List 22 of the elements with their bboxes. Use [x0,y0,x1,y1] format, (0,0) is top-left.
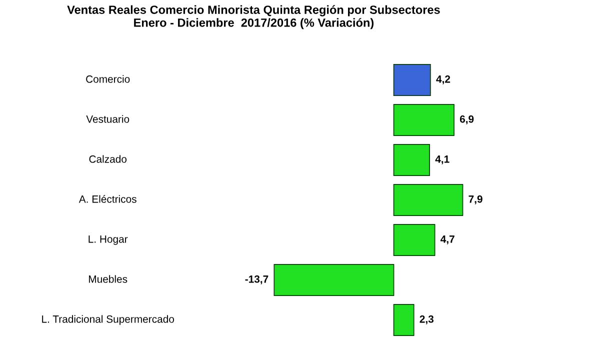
data-label: 7,9 [468,195,482,204]
bar [393,64,431,96]
y-tick-label: Calzado [89,155,127,163]
bar [393,104,454,136]
y-tick-label: Vestuario [86,115,130,123]
data-label: -13,7 [245,275,268,284]
bar [393,184,464,216]
data-label: 4,7 [440,236,454,244]
data-label: 2,3 [420,315,434,324]
y-tick-label: L. Tradicional Supermercado [42,315,174,325]
y-tick-label: L. Hogar [88,236,128,245]
chart-title: Ventas Reales Comercio Minorista Quinta Región por Subsectores Enero - Diciembre 2017/2016 (% Variación) [67,5,440,30]
y-tick-label: Comercio [86,75,130,83]
y-tick-label: A. Eléctricos [78,195,136,203]
data-label: 4,2 [436,75,450,84]
bar [274,264,394,296]
bar [393,304,414,336]
data-label: 4,1 [435,156,450,164]
y-tick-label: Muebles [89,275,128,283]
bar [393,224,436,256]
data-label: 6,9 [460,115,474,124]
bar [393,144,430,176]
